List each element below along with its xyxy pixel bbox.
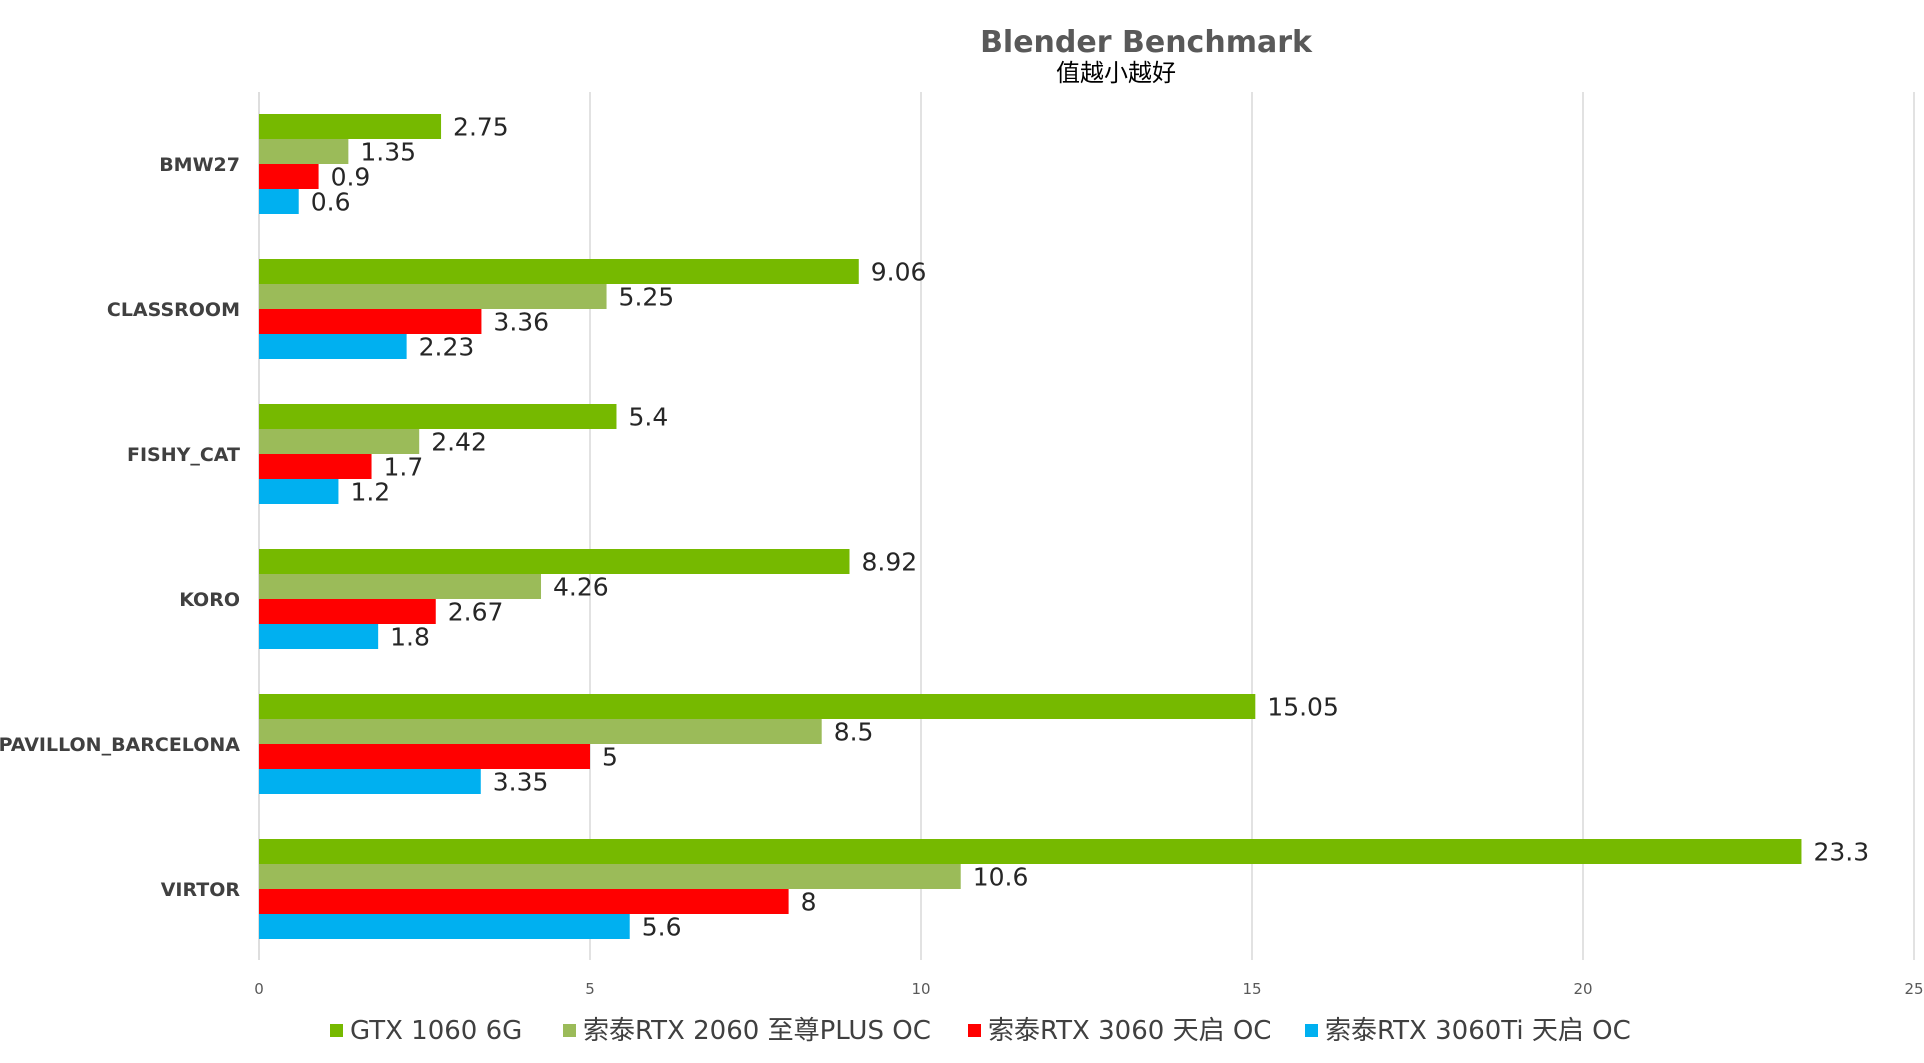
data-label: 2.42	[431, 428, 487, 457]
x-tick-label: 10	[911, 980, 930, 998]
data-label: 1.8	[390, 623, 430, 652]
data-label: 5.25	[619, 283, 675, 312]
data-label: 2.67	[448, 598, 504, 627]
bars-group: 2.75 1.350.90.6 9.06 5.25 3.36 2.23 5.4 2.421.7…	[259, 113, 1869, 942]
bar-bmw27-series-1	[259, 139, 349, 164]
x-tick-label: 20	[1573, 980, 1592, 998]
data-label: 8.5	[834, 718, 874, 747]
data-label: 9.06	[871, 258, 927, 287]
x-tick-label: 25	[1904, 980, 1923, 998]
bar-fishy-cat-series-0	[259, 404, 617, 429]
legend-label: GTX 1060 6G	[350, 1016, 522, 1046]
x-tick-label: 5	[585, 980, 595, 998]
data-label: 1.7	[384, 453, 424, 482]
category-label: VIRTOR	[161, 879, 241, 901]
data-label: 3.36	[493, 308, 549, 337]
gridlines	[258, 92, 1915, 960]
bar-classroom-series-0	[259, 259, 859, 284]
bar-pavillon-barcelona-series-0	[259, 694, 1256, 719]
bar-classroom-series-1	[259, 284, 607, 309]
data-label: 8.92	[862, 548, 918, 577]
data-label: 4.26	[553, 573, 609, 602]
legend: GTX 1060 6G 索泰RTX 2060 至尊PLUS OC 索泰RTX 306…	[330, 1016, 1631, 1046]
data-label: 5.4	[628, 403, 668, 432]
data-label: 5	[602, 743, 618, 772]
bar-classroom-series-3	[259, 334, 407, 359]
bar-pavillon-barcelona-series-1	[259, 719, 822, 744]
legend-label: 索泰RTX 3060 天启 OC	[988, 1016, 1271, 1046]
x-tick-label: 0	[254, 980, 264, 998]
data-label: 3.35	[493, 768, 549, 797]
data-label: 5.6	[642, 913, 682, 942]
bar-bmw27-series-0	[259, 114, 442, 139]
category-labels: BMW27 CLASSROOM FISHY_CAT KORO PAVILLON_BARC…	[0, 154, 240, 901]
data-label: 10.6	[973, 863, 1029, 892]
legend-label: 索泰RTX 2060 至尊PLUS OC	[583, 1016, 931, 1046]
bar-pavillon-barcelona-series-2	[259, 744, 590, 769]
x-tick-label: 15	[1242, 980, 1261, 998]
x-axis-ticks: 0 5 10 15 20 25	[254, 980, 1923, 998]
data-label: 2.23	[419, 333, 475, 362]
bar-koro-series-1	[259, 574, 542, 599]
bar-fishy-cat-series-2	[259, 454, 372, 479]
legend-swatch	[968, 1024, 981, 1037]
legend-swatch	[563, 1024, 576, 1037]
data-label: 2.75	[453, 113, 509, 142]
data-label: 1.2	[350, 478, 390, 507]
category-label: CLASSROOM	[107, 299, 240, 321]
legend-swatch	[330, 1024, 343, 1037]
data-label: 0.6	[311, 188, 351, 217]
bar-bmw27-series-2	[259, 164, 319, 189]
data-label: 15.05	[1267, 693, 1339, 722]
category-label: PAVILLON_BARCELONA	[0, 734, 240, 756]
chart-subtitle: 值越小越好	[1056, 59, 1176, 87]
bar-virtor-series-1	[259, 864, 961, 889]
bar-fishy-cat-series-1	[259, 429, 420, 454]
bar-pavillon-barcelona-series-3	[259, 769, 481, 794]
data-label: 0.9	[331, 163, 371, 192]
bar-virtor-series-0	[259, 839, 1802, 864]
legend-swatch	[1305, 1024, 1318, 1037]
data-label: 1.35	[360, 138, 416, 167]
category-label: BMW27	[159, 154, 240, 176]
chart-title: Blender Benchmark	[980, 25, 1313, 60]
bar-virtor-series-3	[259, 914, 630, 939]
category-label: FISHY_CAT	[127, 444, 240, 466]
bar-bmw27-series-3	[259, 189, 299, 214]
legend-label: 索泰RTX 3060Ti 天启 OC	[1325, 1016, 1631, 1046]
category-label: KORO	[179, 589, 240, 611]
data-label: 8	[801, 888, 817, 917]
bar-koro-series-0	[259, 549, 850, 574]
bar-virtor-series-2	[259, 889, 789, 914]
bar-koro-series-2	[259, 599, 436, 624]
data-label: 23.3	[1813, 838, 1869, 867]
bar-fishy-cat-series-3	[259, 479, 339, 504]
bar-koro-series-3	[259, 624, 379, 649]
bar-classroom-series-2	[259, 309, 482, 334]
